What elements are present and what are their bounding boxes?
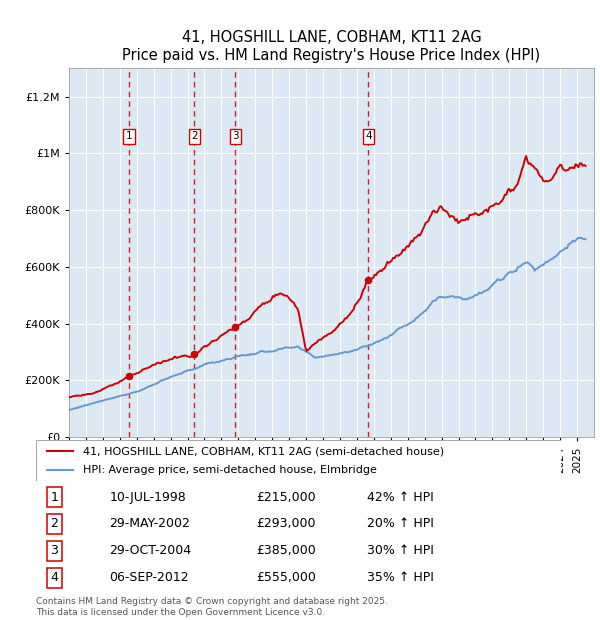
Text: 29-MAY-2002: 29-MAY-2002 (110, 518, 190, 531)
Text: 35% ↑ HPI: 35% ↑ HPI (367, 572, 434, 585)
Text: £385,000: £385,000 (257, 544, 316, 557)
Text: 2: 2 (191, 131, 198, 141)
Title: 41, HOGSHILL LANE, COBHAM, KT11 2AG
Price paid vs. HM Land Registry's House Pric: 41, HOGSHILL LANE, COBHAM, KT11 2AG Pric… (122, 30, 541, 63)
Text: 2: 2 (50, 518, 58, 531)
Text: 42% ↑ HPI: 42% ↑ HPI (367, 490, 433, 503)
Text: 41, HOGSHILL LANE, COBHAM, KT11 2AG (semi-detached house): 41, HOGSHILL LANE, COBHAM, KT11 2AG (sem… (83, 446, 445, 456)
Text: 4: 4 (50, 572, 58, 585)
Text: 29-OCT-2004: 29-OCT-2004 (110, 544, 191, 557)
Text: 1: 1 (50, 490, 58, 503)
Text: Contains HM Land Registry data © Crown copyright and database right 2025.
This d: Contains HM Land Registry data © Crown c… (36, 598, 388, 617)
Text: 20% ↑ HPI: 20% ↑ HPI (367, 518, 434, 531)
FancyBboxPatch shape (36, 440, 561, 480)
Text: 3: 3 (232, 131, 239, 141)
Text: HPI: Average price, semi-detached house, Elmbridge: HPI: Average price, semi-detached house,… (83, 466, 377, 476)
Text: 3: 3 (50, 544, 58, 557)
Text: 10-JUL-1998: 10-JUL-1998 (110, 490, 186, 503)
Text: 4: 4 (365, 131, 372, 141)
Text: 30% ↑ HPI: 30% ↑ HPI (367, 544, 434, 557)
Text: £555,000: £555,000 (257, 572, 316, 585)
Text: £293,000: £293,000 (257, 518, 316, 531)
Text: 1: 1 (125, 131, 132, 141)
Text: 06-SEP-2012: 06-SEP-2012 (110, 572, 189, 585)
Text: £215,000: £215,000 (257, 490, 316, 503)
